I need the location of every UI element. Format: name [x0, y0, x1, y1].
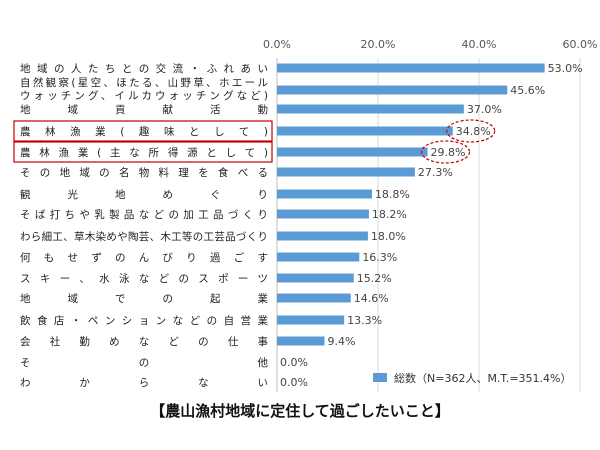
- x-tick-label: 60.0%: [563, 38, 598, 51]
- bar: [277, 293, 351, 303]
- category-label: 何もせずのんびり過ごす: [20, 251, 268, 264]
- value-label: 27.3%: [418, 166, 453, 179]
- category-label: 農林漁業(趣味として): [20, 125, 268, 138]
- highlights: [13, 119, 496, 164]
- value-label: 18.2%: [372, 208, 407, 221]
- category-label: 地域の人たちとの交流・ふれあい: [20, 62, 268, 75]
- category-label: そば打ちや乳製品などの加工品づくり: [20, 208, 268, 221]
- x-tick-label: 20.0%: [361, 38, 396, 51]
- category-label: わからない: [20, 377, 268, 389]
- category-labels: 地域の人たちとの交流・ふれあい自然観察(星空、ほたる、山野草、ホエールウォッチン…: [20, 62, 269, 389]
- value-label: 0.0%: [280, 376, 308, 389]
- category-label: 観光地めぐり: [20, 188, 268, 201]
- value-label: 16.3%: [362, 251, 397, 264]
- bars: [277, 63, 545, 346]
- category-label: その地域の名物料理を食べる: [20, 166, 268, 179]
- bar: [277, 126, 453, 136]
- bar: [277, 252, 360, 262]
- value-label: 37.0%: [467, 103, 502, 116]
- category-label: その他: [20, 356, 269, 369]
- bar: [277, 63, 545, 73]
- chart-title: 【農山漁村地域に定住して過ごしたいこと】: [150, 402, 450, 420]
- bar: [277, 104, 464, 114]
- value-label: 34.8%: [456, 125, 491, 138]
- bar: [277, 273, 354, 283]
- x-tick-label: 0.0%: [263, 38, 291, 51]
- value-label: 18.8%: [375, 188, 410, 201]
- value-label: 18.0%: [371, 230, 406, 243]
- value-label: 14.6%: [354, 292, 389, 305]
- category-label: わら細工、草木染めや陶芸、木工等の工芸品づくり: [20, 230, 268, 243]
- value-label: 15.2%: [357, 272, 392, 285]
- highlight-box: [13, 120, 273, 142]
- category-label: ウォッチング、イルカウォッチングなど): [20, 89, 268, 102]
- value-label: 45.6%: [510, 84, 545, 97]
- category-label: 会社勤めなどの仕事: [20, 335, 269, 348]
- highlight-box: [13, 141, 273, 163]
- value-labels: 53.0%45.6% 37.0% 34.8% 29.8% 27.3% 18.8% 18.2%…: [280, 62, 583, 389]
- bar: [277, 315, 345, 325]
- bar: [277, 336, 325, 346]
- highlight-ellipse: [446, 119, 496, 143]
- category-label: スキー、水泳などのスポーツ: [20, 272, 268, 285]
- highlight-ellipse: [420, 140, 471, 164]
- category-label: 自然観察(星空、ほたる、山野草、ホエール: [20, 76, 268, 89]
- category-label: 地域での起業: [20, 292, 269, 305]
- bar: [277, 167, 415, 177]
- legend-label: 総数（N=362人、M.T.=351.4%）: [394, 371, 572, 385]
- bar: [277, 189, 372, 199]
- value-label: 9.4%: [327, 335, 355, 348]
- x-tick-labels: 0.0% 20.0% 40.0% 60.0%: [263, 38, 597, 51]
- bar: [277, 147, 428, 157]
- category-label: 地域貢献活動: [20, 103, 268, 116]
- bar: [277, 231, 368, 241]
- value-label: 53.0%: [548, 62, 583, 75]
- legend-swatch: [373, 373, 387, 382]
- category-label: 農林漁業(主な所得源として): [20, 146, 268, 159]
- legend: 総数（N=362人、M.T.=351.4%）: [373, 371, 572, 385]
- value-label: 29.8%: [430, 146, 465, 159]
- category-label: 飲食店・ペンションなどの自営業: [20, 314, 269, 327]
- value-label: 13.3%: [347, 314, 382, 327]
- bar: [277, 85, 508, 95]
- bar: [277, 209, 369, 219]
- grid-lines: [276, 58, 581, 392]
- x-tick-label: 40.0%: [462, 38, 497, 51]
- value-label: 0.0%: [280, 356, 308, 369]
